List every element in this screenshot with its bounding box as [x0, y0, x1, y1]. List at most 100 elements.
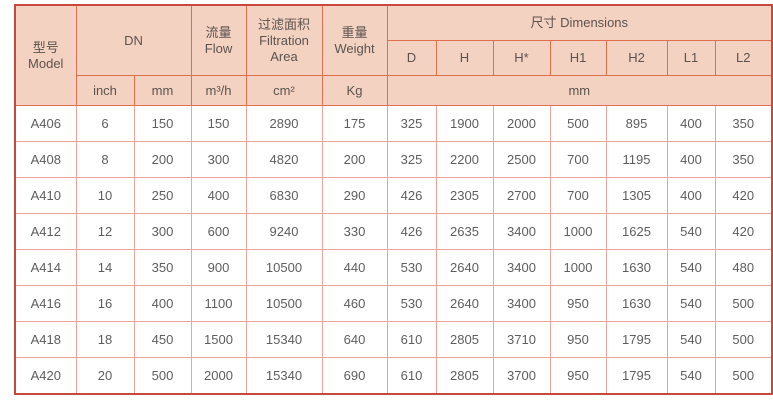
cell-dim-h1: 950 — [549, 321, 607, 358]
spec-table-container: 型号 Model DN 流量 Flow 过滤面积 Filtration Area — [14, 4, 773, 395]
table-row: A412 12 300 600 9240 330 426 2635 3400 1000 1625 54… — [14, 213, 773, 250]
cell-filtration-area: 15340 — [245, 357, 323, 395]
header-dim-h2: H2 — [605, 40, 668, 76]
cell-model: A414 — [14, 249, 77, 286]
cell-dn-mm: 150 — [133, 105, 192, 142]
cell-dn-mm: 450 — [133, 321, 192, 358]
cell-dim-l2: 500 — [714, 357, 773, 395]
cell-weight: 690 — [321, 357, 388, 395]
cell-dim-d: 530 — [386, 285, 437, 322]
cell-dim-h2: 1625 — [605, 213, 668, 250]
cell-model: A420 — [14, 357, 77, 395]
unit-inch: inch — [75, 75, 135, 106]
cell-dim-h1: 500 — [549, 105, 607, 142]
cell-weight: 460 — [321, 285, 388, 322]
cell-filtration-area: 10500 — [245, 285, 323, 322]
cell-dim-l2: 500 — [714, 285, 773, 322]
cell-dim-l2: 350 — [714, 141, 773, 178]
cell-dn-mm: 400 — [133, 285, 192, 322]
header-model: 型号 Model — [14, 4, 77, 106]
cell-dim-l1: 540 — [666, 249, 716, 286]
header-flow-en: Flow — [204, 40, 233, 56]
cell-dim-h: 2635 — [435, 213, 494, 250]
cell-dim-l2: 500 — [714, 321, 773, 358]
spec-table: 型号 Model DN 流量 Flow 过滤面积 Filtration Area — [14, 4, 773, 395]
cell-flow: 300 — [190, 141, 247, 178]
cell-dim-h: 2805 — [435, 321, 494, 358]
header-weight: 重量 Weight — [321, 4, 388, 76]
cell-dim-h2: 1795 — [605, 321, 668, 358]
cell-dim-d: 325 — [386, 141, 437, 178]
header-row-1: 型号 Model DN 流量 Flow 过滤面积 Filtration Area — [14, 4, 773, 106]
header-dim-h1: H1 — [549, 40, 607, 76]
cell-dim-d: 610 — [386, 357, 437, 395]
cell-model: A410 — [14, 177, 77, 214]
cell-dn-inch: 14 — [75, 249, 135, 286]
header-dimensions: 尺寸 Dimensions — [386, 4, 773, 41]
cell-weight: 175 — [321, 105, 388, 142]
header-dim-hstar: H* — [492, 40, 551, 76]
cell-dim-h: 2305 — [435, 177, 494, 214]
cell-filtration-area: 6830 — [245, 177, 323, 214]
cell-filtration-area: 4820 — [245, 141, 323, 178]
header-row-2: D H H* H1 H2 L1 L2 — [15, 40, 773, 76]
header-filtration-en-2: Area — [270, 48, 298, 64]
table-row: A418 18 450 1500 15340 640 610 2805 3710 950 1795 5… — [14, 321, 773, 358]
cell-dim-hstar: 3400 — [492, 249, 551, 286]
header-dn: DN — [75, 4, 192, 76]
cell-dim-l1: 400 — [666, 105, 716, 142]
unit-flow: m³/h — [190, 75, 247, 106]
cell-weight: 440 — [321, 249, 388, 286]
header-flow-zh: 流量 — [205, 24, 232, 40]
cell-dn-mm: 350 — [133, 249, 192, 286]
cell-flow: 1100 — [190, 285, 247, 322]
cell-model: A416 — [14, 285, 77, 322]
cell-dim-l1: 400 — [666, 141, 716, 178]
cell-filtration-area: 15340 — [245, 321, 323, 358]
cell-dn-mm: 500 — [133, 357, 192, 395]
cell-dim-h2: 1630 — [605, 249, 668, 286]
cell-dim-hstar: 3710 — [492, 321, 551, 358]
cell-dim-d: 426 — [386, 213, 437, 250]
cell-dim-d: 530 — [386, 249, 437, 286]
table-row: A416 16 400 1100 10500 460 530 2640 3400 950 1630 5… — [14, 285, 773, 322]
cell-dim-l1: 540 — [666, 321, 716, 358]
header-row-3: inch mm m³/h cm² Kg mm — [15, 75, 773, 106]
cell-flow: 1500 — [190, 321, 247, 358]
header-weight-zh: 重量 — [341, 24, 368, 40]
cell-dim-h: 2200 — [435, 141, 494, 178]
cell-dim-h2: 895 — [605, 105, 668, 142]
cell-dim-hstar: 2700 — [492, 177, 551, 214]
cell-dim-hstar: 3700 — [492, 357, 551, 395]
cell-model: A418 — [14, 321, 77, 358]
cell-filtration-area: 9240 — [245, 213, 323, 250]
cell-dim-h: 2805 — [435, 357, 494, 395]
cell-dim-h1: 700 — [549, 177, 607, 214]
cell-weight: 290 — [321, 177, 388, 214]
cell-dim-l2: 350 — [714, 105, 773, 142]
unit-area: cm² — [245, 75, 323, 106]
cell-dim-h1: 1000 — [549, 213, 607, 250]
table-header: 型号 Model DN 流量 Flow 过滤面积 Filtration Area — [14, 4, 773, 106]
table-body: A406 6 150 150 2890 175 325 1900 2000 500 895 400 35… — [14, 105, 773, 395]
cell-weight: 200 — [321, 141, 388, 178]
table-row: A406 6 150 150 2890 175 325 1900 2000 500 895 400 35… — [14, 105, 773, 142]
cell-model: A412 — [14, 213, 77, 250]
table-row: A408 8 200 300 4820 200 325 2200 2500 700 1195 400 3… — [14, 141, 773, 178]
cell-dn-inch: 6 — [75, 105, 135, 142]
cell-weight: 640 — [321, 321, 388, 358]
cell-dn-mm: 200 — [133, 141, 192, 178]
cell-flow: 600 — [190, 213, 247, 250]
header-filtration-en-1: Filtration — [259, 32, 309, 48]
cell-flow: 150 — [190, 105, 247, 142]
cell-dim-h: 1900 — [435, 105, 494, 142]
cell-dim-h1: 1000 — [549, 249, 607, 286]
cell-dn-inch: 18 — [75, 321, 135, 358]
cell-dim-h1: 950 — [549, 285, 607, 322]
cell-dim-h: 2640 — [435, 249, 494, 286]
cell-dim-h2: 1305 — [605, 177, 668, 214]
cell-dim-d: 610 — [386, 321, 437, 358]
cell-dim-l1: 540 — [666, 285, 716, 322]
cell-dim-hstar: 3400 — [492, 285, 551, 322]
